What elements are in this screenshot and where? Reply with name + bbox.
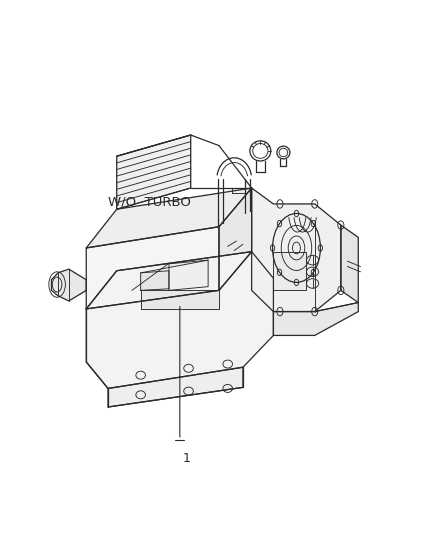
Polygon shape (108, 367, 243, 407)
Text: W/O  TURBO: W/O TURBO (108, 195, 191, 208)
Polygon shape (141, 271, 169, 290)
Polygon shape (86, 227, 219, 309)
Polygon shape (86, 252, 252, 309)
Polygon shape (117, 135, 191, 209)
Polygon shape (86, 188, 252, 248)
Polygon shape (86, 252, 273, 389)
Polygon shape (141, 290, 219, 309)
Polygon shape (341, 225, 358, 303)
Text: 1: 1 (182, 452, 190, 465)
Polygon shape (51, 269, 86, 301)
Polygon shape (219, 188, 252, 290)
Polygon shape (273, 303, 358, 335)
Polygon shape (169, 260, 208, 290)
Polygon shape (273, 252, 306, 290)
Polygon shape (252, 188, 341, 312)
